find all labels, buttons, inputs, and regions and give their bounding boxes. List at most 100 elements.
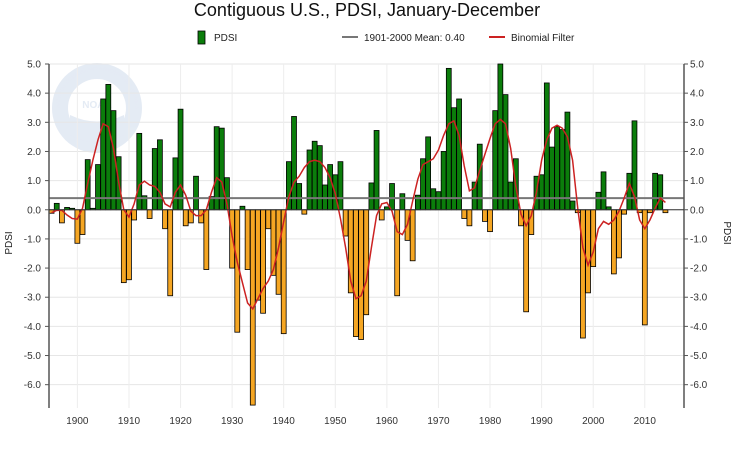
legend-swatch-pdsi (197, 30, 206, 45)
x-tick-label: 1950 (324, 416, 347, 427)
pdsi-bar-1957 (368, 182, 375, 211)
pdsi-bar-2002 (600, 171, 607, 211)
pdsi-bar-1980 (487, 209, 493, 233)
pdsi-bar-2001 (595, 191, 602, 211)
pdsi-bar-1963 (399, 193, 406, 211)
y-tick-label-right: -1.0 (690, 234, 708, 245)
y-tick-label-right: 3.0 (690, 118, 704, 129)
pdsi-bar-1965 (409, 209, 416, 262)
pdsi-bar-1935 (255, 209, 261, 301)
pdsi-bar-2005 (616, 209, 622, 259)
pdsi-bar-1984 (507, 181, 514, 211)
axes (48, 64, 685, 408)
pdsi-bar-1919 (172, 157, 179, 211)
x-tick-label: 1930 (221, 416, 244, 427)
y-tick-label-left: -4.0 (24, 322, 42, 333)
pdsi-bar-1923 (193, 175, 199, 211)
pdsi-bar-1949 (327, 164, 333, 211)
pdsi-bar-1916 (157, 139, 163, 211)
x-tick-label: 1980 (479, 416, 502, 427)
x-tick-label: 1900 (66, 416, 89, 427)
watermark-abbrev: NOAA (82, 100, 111, 111)
pdsi-bar-1955 (358, 209, 364, 340)
pdsi-bar-1906 (105, 84, 112, 211)
pdsi-bar-1918 (167, 209, 174, 297)
y-tick-label-left: 4.0 (27, 89, 41, 100)
pdsi-bar-1969 (430, 188, 437, 211)
x-tick-label: 1940 (273, 416, 296, 427)
pdsi-bars (48, 63, 669, 406)
pdsi-bar-1959 (378, 209, 385, 221)
pdsi-bar-1990 (538, 174, 545, 211)
y-tick-label-right: 1.0 (690, 176, 704, 187)
pdsi-bar-1943 (296, 183, 303, 211)
pdsi-bar-1983 (502, 94, 509, 211)
pdsi-bar-1996 (569, 200, 576, 211)
pdsi-bar-1921 (182, 209, 189, 227)
y-tick-label-left: -6.0 (24, 380, 42, 391)
y-axis-title-left: PDSI (4, 231, 15, 254)
pdsi-bar-1944 (301, 209, 308, 215)
pdsi-bar-1945 (306, 149, 313, 211)
pdsi-bar-1909 (120, 209, 127, 284)
y-tick-label-right: 0.0 (690, 205, 704, 216)
pdsi-bar-1947 (316, 145, 323, 211)
pdsi-bar-1995 (564, 111, 571, 211)
y-tick-labels-right: 5.0 4.0 3.0 2.0 1.0 0.0 -1.0 -2.0 -3.0 -4.0 -5.0 -6… (684, 60, 708, 391)
y-tick-labels-left: 5.0 4.0 3.0 2.0 1.0 0.0 -1.0 -2.0 -3.0 -4.0 -5.0 -6… (24, 60, 49, 391)
x-tick-label: 1920 (169, 416, 192, 427)
y-tick-label-left: 3.0 (27, 118, 41, 129)
pdsi-bar-1917 (162, 209, 168, 230)
pdsi-bar-1951 (337, 161, 344, 211)
y-tick-label-left: -3.0 (24, 293, 42, 304)
pdsi-bar-1910 (126, 209, 132, 281)
pdsi-bar-1975 (461, 209, 468, 219)
pdsi-bar-1933 (244, 209, 251, 270)
pdsi-bar-1946 (311, 140, 318, 211)
y-tick-label-right: -3.0 (690, 293, 708, 304)
pdsi-bar-1952 (342, 209, 349, 237)
x-tick-label: 2000 (582, 416, 605, 427)
pdsi-bar-1937 (265, 209, 272, 230)
pdsi-bar-1911 (131, 209, 137, 221)
x-tick-label: 2010 (634, 416, 657, 427)
pdsi-bar-1971 (440, 151, 447, 211)
pdsi-bar-1896 (53, 202, 60, 211)
y-tick-label-left: 5.0 (27, 60, 41, 71)
y-tick-label-right: -5.0 (690, 351, 708, 362)
pdsi-bar-1915 (151, 148, 158, 211)
pdsi-bar-1932 (239, 205, 246, 211)
y-tick-label-right: 4.0 (690, 89, 704, 100)
y-tick-label-right: -4.0 (690, 322, 708, 333)
legend-label-pdsi: PDSI (214, 33, 237, 44)
y-tick-label-right: 5.0 (690, 60, 704, 71)
pdsi-bar-1925 (203, 209, 210, 270)
x-tick-label: 1960 (376, 416, 399, 427)
y-tick-label-left: -1.0 (24, 234, 42, 245)
y-axis-title-right: PDSI (721, 221, 732, 244)
pdsi-bar-1982 (497, 63, 504, 211)
pdsi-bar-2007 (626, 172, 633, 211)
pdsi-bar-1979 (482, 209, 488, 222)
pdsi-bar-1936 (260, 209, 266, 314)
y-tick-label-left: 2.0 (27, 147, 41, 158)
pdsi-bar-1905 (100, 98, 107, 211)
y-tick-label-right: 2.0 (690, 147, 704, 158)
y-tick-label-left: -5.0 (24, 351, 42, 362)
pdsi-bar-1954 (353, 209, 359, 337)
pdsi-bar-1961 (389, 183, 395, 211)
noaa-watermark-logo: NOAA NATIONAL OCEANIC AND ATMOSPHERIC AD… (0, 0, 142, 153)
y-tick-label-right: -6.0 (690, 380, 708, 391)
chart-title: Contiguous U.S., PDSI, January-December (194, 0, 540, 20)
pdsi-bar-1974 (456, 98, 462, 211)
legend-label-mean: 1901-2000 Mean: 0.40 (364, 33, 465, 44)
legend: PDSI 1901-2000 Mean: 0.40 Binomial Filte… (197, 30, 575, 45)
y-tick-label-left: 1.0 (27, 176, 41, 187)
pdsi-bar-1920 (177, 108, 184, 211)
pdsi-bar-1914 (146, 209, 153, 219)
pdsi-bar-1972 (445, 67, 452, 211)
pdsi-bar-1956 (363, 209, 370, 316)
pdsi-bar-1976 (466, 209, 473, 227)
binomial-filter-line (51, 118, 666, 311)
